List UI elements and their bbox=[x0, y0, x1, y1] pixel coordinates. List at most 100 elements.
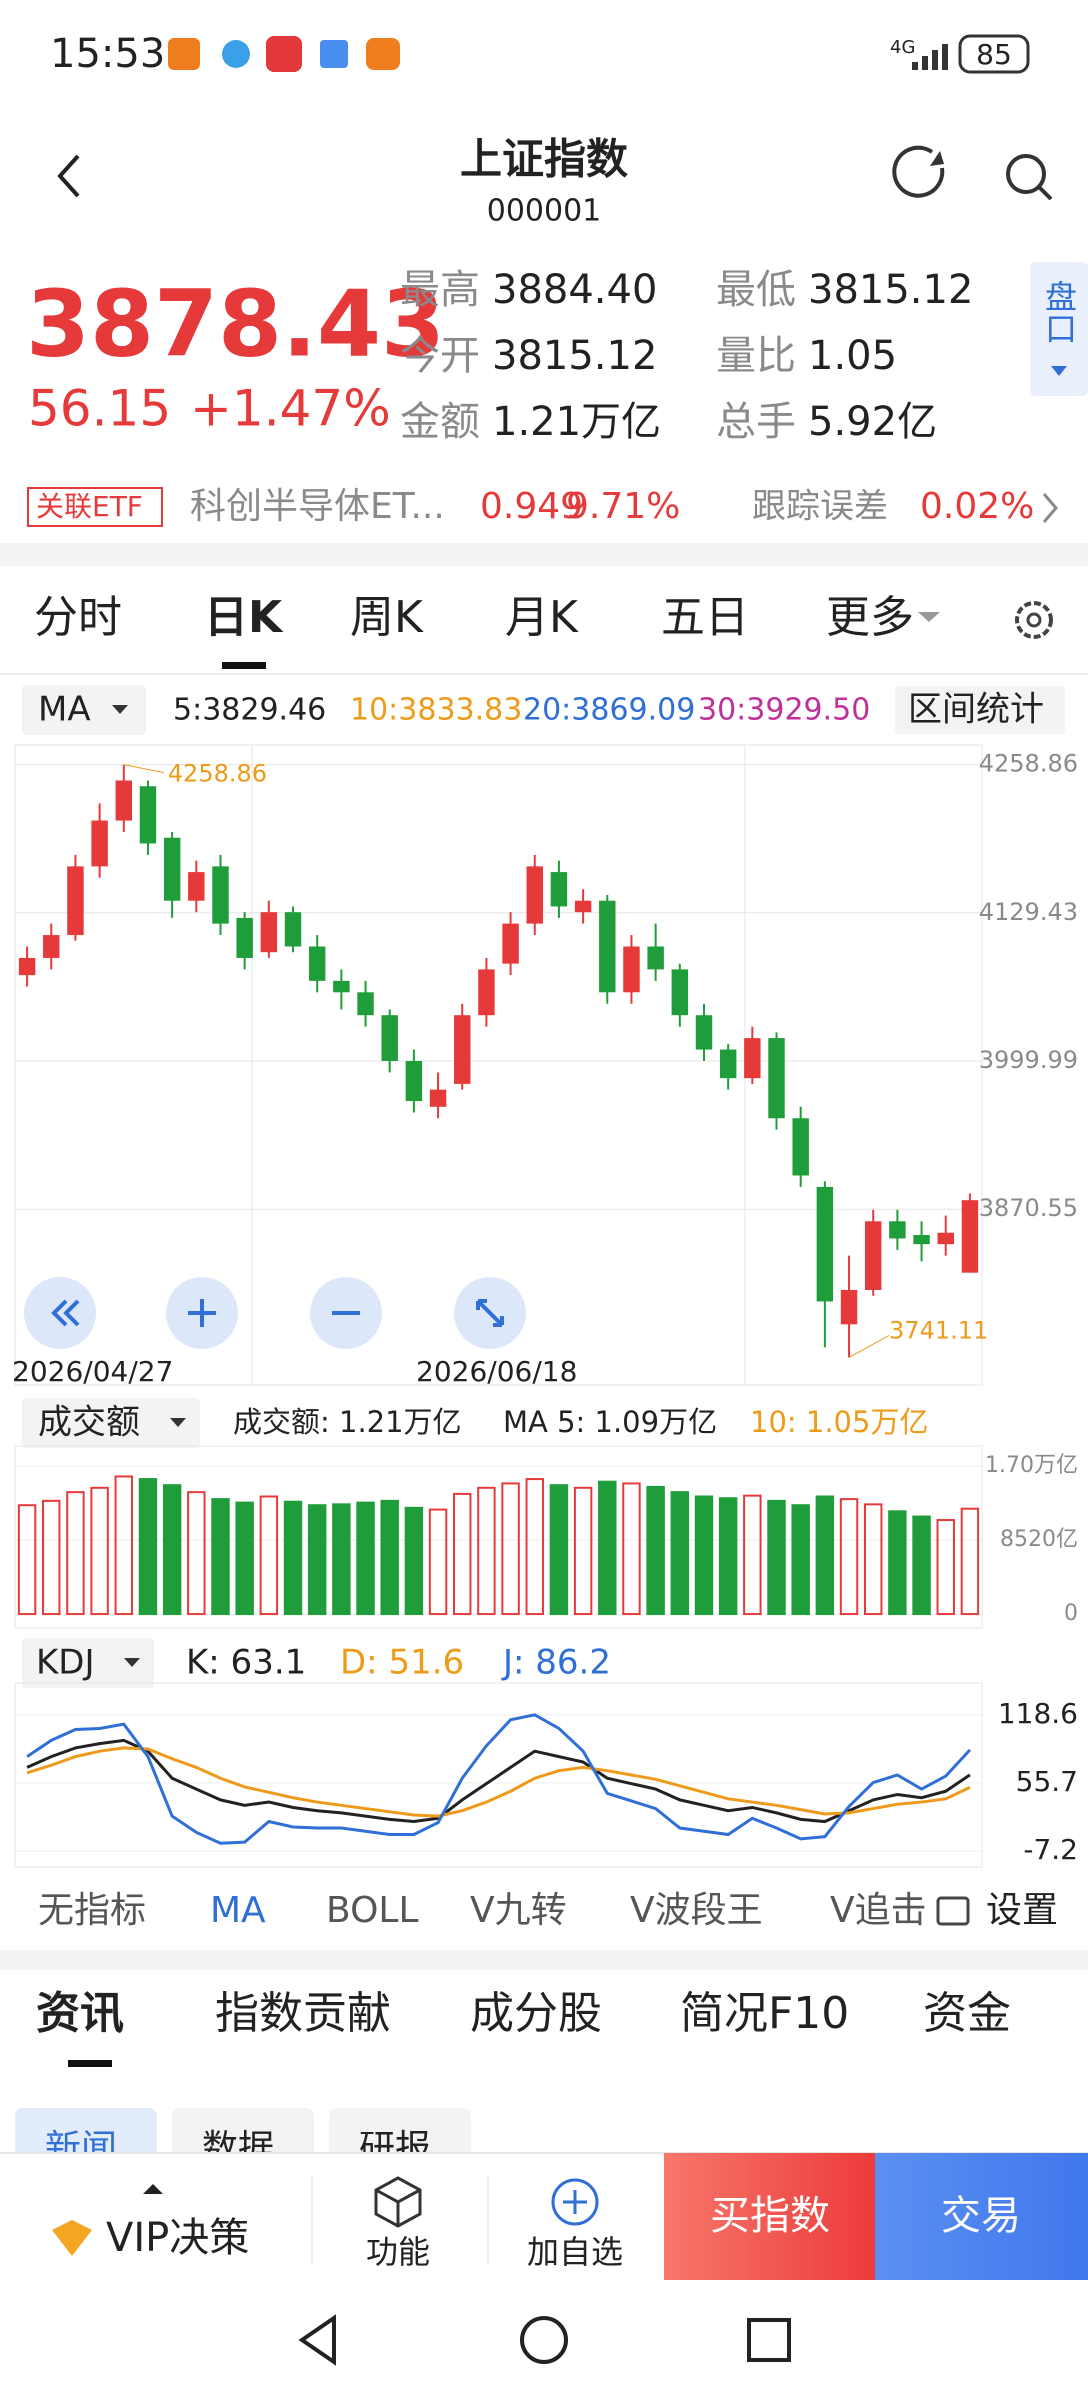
info-tab[interactable]: 简况F10 bbox=[680, 1988, 849, 2039]
period-tab[interactable]: 周K bbox=[350, 592, 424, 643]
etf-tag: 关联ETF bbox=[36, 490, 143, 523]
info-tab[interactable]: 资金 bbox=[923, 1988, 1011, 2039]
buy-button[interactable]: 买指数 bbox=[710, 2193, 830, 2239]
indicator-option[interactable]: V九转 bbox=[470, 1890, 567, 1931]
vip-button[interactable]: VIP决策 bbox=[106, 2215, 249, 2261]
indicator-settings[interactable]: 设置 bbox=[986, 1890, 1058, 1931]
volume-bar bbox=[549, 1484, 569, 1616]
search-button[interactable] bbox=[1006, 154, 1053, 201]
kdj-selector-label: KDJ bbox=[36, 1643, 95, 1683]
change-percent: +1.47% bbox=[190, 380, 391, 438]
refresh-button[interactable] bbox=[892, 145, 945, 198]
indicator-option[interactable]: V波段王 bbox=[630, 1890, 763, 1931]
period-tab[interactable]: 更多 bbox=[826, 592, 914, 643]
ma-legend-item: 10:3833.83 bbox=[350, 693, 522, 728]
y-tick-label: 3870.55 bbox=[979, 1194, 1078, 1222]
etf-error-label: 跟踪误差 bbox=[752, 487, 888, 527]
side-button-label: 盘口 bbox=[1040, 280, 1078, 344]
stat-label: 金额 bbox=[400, 399, 480, 445]
info-tab[interactable]: 成分股 bbox=[470, 1988, 602, 2039]
period-tab[interactable]: 日K bbox=[204, 592, 284, 643]
candle-body bbox=[478, 969, 495, 1016]
scroll-left-button[interactable] bbox=[24, 1277, 96, 1349]
etf-error: 0.02% bbox=[920, 486, 1034, 527]
watch-icon bbox=[551, 2178, 599, 2226]
expand-arrow[interactable] bbox=[143, 2184, 163, 2194]
y-tick-label: 55.7 bbox=[1016, 1765, 1078, 1798]
refresh-icon bbox=[892, 145, 945, 198]
etf-chevron[interactable] bbox=[1042, 493, 1058, 523]
y-tick-label: -7.2 bbox=[1023, 1833, 1078, 1866]
candle-body bbox=[18, 957, 36, 976]
status-time: 15:53 bbox=[50, 31, 165, 77]
function-icon bbox=[374, 2176, 422, 2228]
etf-change: 9.71% bbox=[566, 486, 680, 527]
y-tick-label: 3999.99 bbox=[979, 1046, 1078, 1074]
candle-body bbox=[816, 1186, 834, 1302]
y-tick-label: 0 bbox=[1064, 1601, 1078, 1626]
stat-value: 1.05 bbox=[808, 333, 897, 379]
indicator-option[interactable]: BOLL bbox=[326, 1890, 419, 1931]
candle-body bbox=[236, 917, 253, 958]
stat-label: 量比 bbox=[716, 333, 796, 379]
legend-entry: D: 51.6 bbox=[340, 1643, 464, 1683]
indicator-option[interactable]: MA bbox=[210, 1890, 266, 1931]
refresh-arrow bbox=[930, 151, 944, 166]
nav-recent[interactable] bbox=[747, 2318, 791, 2362]
volume-bar bbox=[453, 1492, 472, 1616]
separator bbox=[0, 1950, 1088, 1970]
back-button[interactable] bbox=[57, 154, 80, 198]
candle-body bbox=[574, 900, 592, 913]
info-tab[interactable]: 资讯 bbox=[36, 1988, 124, 2039]
volume-bar bbox=[573, 1486, 593, 1616]
search-handle bbox=[1037, 185, 1053, 201]
date-label: 2026/04/27 bbox=[12, 1355, 173, 1388]
nav-home[interactable] bbox=[520, 2316, 568, 2364]
buy-button-bg[interactable] bbox=[664, 2153, 875, 2280]
period-tab[interactable]: 月K bbox=[505, 592, 579, 643]
legend-entry: K: 63.1 bbox=[186, 1643, 306, 1683]
function-button[interactable]: 功能 bbox=[366, 2233, 430, 2271]
period-tab[interactable]: 五日 bbox=[661, 592, 749, 643]
candle-body bbox=[647, 946, 664, 970]
indicator-option[interactable]: V追击 bbox=[830, 1890, 927, 1931]
code: 000001 bbox=[487, 194, 602, 229]
more-arrow bbox=[918, 612, 940, 622]
candle-body bbox=[671, 969, 689, 1016]
price-chart: 4258.86 4129.43 3999.99 3870.55 4258.86 3741.… bbox=[14, 744, 1078, 1386]
max-marker bbox=[123, 764, 164, 774]
etf-name[interactable]: 科创半导体ET... bbox=[190, 486, 445, 527]
stat-value: 3815.12 bbox=[492, 333, 657, 379]
volume-bar bbox=[960, 1507, 980, 1616]
volume-bar bbox=[42, 1499, 61, 1616]
trade-button-bg[interactable] bbox=[875, 2153, 1088, 2280]
candle-body bbox=[67, 866, 84, 936]
volume-selector[interactable] bbox=[22, 1398, 200, 1448]
kdj-selector[interactable] bbox=[22, 1638, 154, 1688]
watch-button[interactable]: 加自选 bbox=[527, 2233, 623, 2271]
volume-bar bbox=[187, 1491, 206, 1616]
trade-button[interactable]: 交易 bbox=[941, 2193, 1021, 2239]
candle-body bbox=[526, 866, 543, 924]
gear-icon bbox=[1015, 601, 1053, 639]
volume-bar bbox=[162, 1484, 182, 1616]
volume-bar bbox=[888, 1510, 907, 1616]
etf-tag-box bbox=[27, 487, 163, 527]
stat-label: 总手 bbox=[716, 399, 796, 445]
range-stat-button[interactable] bbox=[895, 686, 1065, 734]
volume-bar bbox=[815, 1495, 835, 1616]
candle-body bbox=[961, 1200, 979, 1273]
side-button[interactable] bbox=[1030, 262, 1088, 396]
volume-bar bbox=[90, 1486, 109, 1616]
kdj-line bbox=[26, 1713, 972, 1845]
period-tab[interactable]: 分时 bbox=[34, 592, 122, 643]
volume-bar bbox=[912, 1515, 931, 1616]
ma-legend-item: 5:3829.46 bbox=[173, 693, 326, 728]
ma-selector[interactable] bbox=[22, 685, 146, 735]
indicator-option[interactable]: 无指标 bbox=[38, 1890, 146, 1931]
settings-button[interactable] bbox=[1015, 601, 1053, 639]
ma-selector-label: MA bbox=[38, 690, 91, 730]
nav-back[interactable] bbox=[298, 2314, 336, 2366]
info-tab[interactable]: 指数贡献 bbox=[215, 1988, 391, 2039]
candle-body bbox=[937, 1232, 954, 1245]
